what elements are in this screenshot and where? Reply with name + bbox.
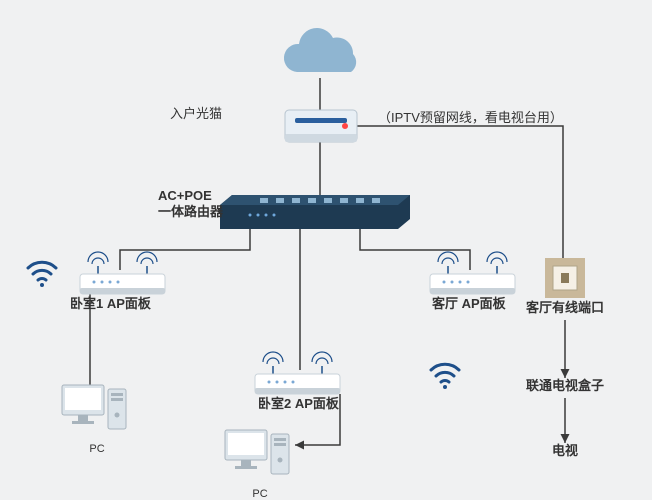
- label-tv: 电视: [552, 443, 578, 458]
- cloud-icon: [284, 28, 356, 72]
- ap-livingroom: [430, 252, 515, 294]
- wifi-icon-2: [431, 364, 459, 389]
- edge-modem-iptv: [357, 126, 563, 258]
- label-modem: 入户光猫: [170, 106, 222, 121]
- label-pc1: PC: [89, 443, 104, 455]
- ap-bedroom2: [255, 352, 340, 394]
- wall-port: [545, 258, 585, 298]
- edge-router-ap1: [120, 229, 250, 270]
- pc-1: [62, 385, 126, 429]
- label-wall_port: 客厅有线端口: [526, 300, 604, 315]
- label-ap1: 卧室1 AP面板: [70, 296, 152, 311]
- wifi-icon-1: [28, 262, 56, 287]
- router-device: [220, 195, 410, 229]
- label-router-1: AC+POE: [158, 188, 212, 203]
- label-router-2: 一体路由器: [158, 204, 224, 219]
- network-diagram: 入户光猫 （IPTV预留网线，看电视台用） AC+POE一体路由器卧室1 AP面板卧…: [0, 0, 652, 500]
- label-ap3: 客厅 AP面板: [432, 296, 507, 311]
- label-iptv_note: （IPTV预留网线，看电视台用）: [378, 110, 563, 125]
- label-tv_box: 联通电视盒子: [526, 378, 604, 393]
- label-ap2: 卧室2 AP面板: [258, 396, 340, 411]
- pc-2: [225, 430, 289, 474]
- modem-device: [285, 110, 357, 142]
- ap-bedroom1: [80, 252, 165, 294]
- label-pc2: PC: [252, 488, 267, 500]
